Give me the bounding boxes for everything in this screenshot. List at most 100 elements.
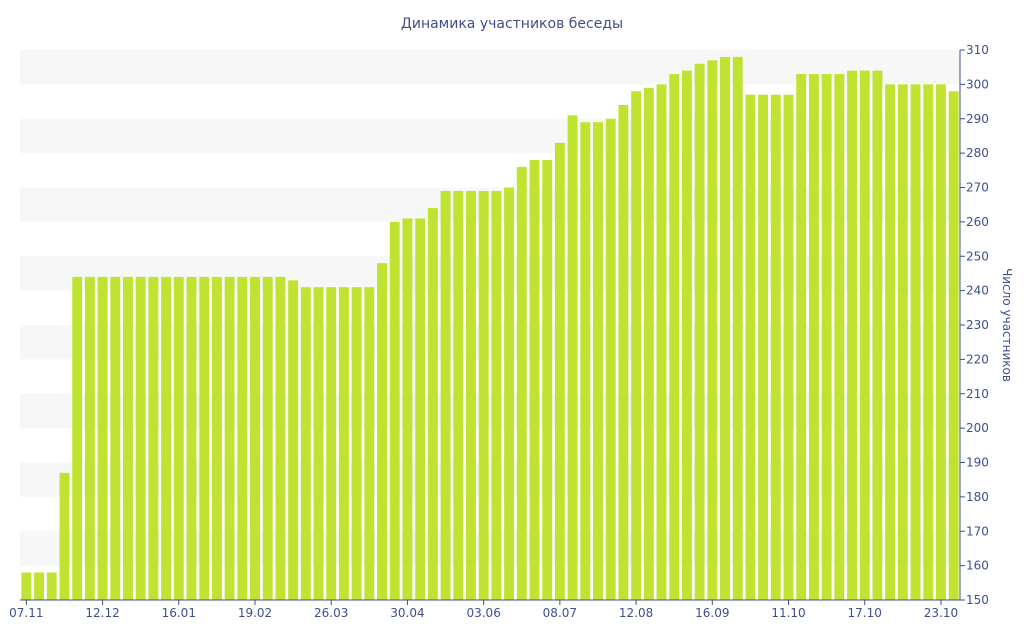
grid-band xyxy=(20,462,960,497)
bar xyxy=(211,276,222,601)
x-tick-label: 26.03 xyxy=(314,606,348,620)
bar xyxy=(199,276,210,601)
y-tick-label: 180 xyxy=(966,490,989,504)
bar xyxy=(250,276,260,601)
bar xyxy=(288,280,299,600)
bar xyxy=(186,276,197,601)
y-tick-label: 300 xyxy=(966,77,989,91)
x-tick-label: 16.09 xyxy=(695,606,729,620)
bar xyxy=(796,74,807,600)
y-tick-label: 280 xyxy=(966,146,989,160)
bar xyxy=(148,276,159,601)
bar xyxy=(313,287,324,600)
x-tick-label: 16.01 xyxy=(162,606,196,620)
bar xyxy=(377,263,387,601)
grid-band xyxy=(20,50,960,85)
bar xyxy=(834,74,845,600)
bar xyxy=(923,84,934,601)
x-tick-label: 08.07 xyxy=(543,606,577,620)
bar xyxy=(885,84,896,601)
bar xyxy=(427,208,438,601)
y-tick-label: 260 xyxy=(966,215,989,229)
bar xyxy=(783,94,794,600)
bar xyxy=(46,572,57,600)
bar xyxy=(72,276,83,601)
x-tick-label: 12.12 xyxy=(85,606,119,620)
bar xyxy=(631,91,642,600)
bar xyxy=(580,122,591,600)
y-tick-label: 310 xyxy=(966,43,989,57)
x-tick-label: 07.11 xyxy=(9,606,43,620)
bar xyxy=(224,276,235,601)
bar xyxy=(364,287,375,600)
chart-title: Динамика участников беседы xyxy=(401,16,623,32)
bar xyxy=(707,60,718,601)
x-ticks: 07.11 12.12 16.01 19.02 26.03 30.04 03.06 08.07… xyxy=(9,600,958,620)
bar xyxy=(681,70,692,601)
bar xyxy=(516,166,527,601)
bar xyxy=(338,287,349,600)
bar xyxy=(415,218,426,600)
bar xyxy=(618,105,629,600)
bar xyxy=(656,84,667,601)
bar xyxy=(351,287,362,600)
bar xyxy=(389,221,400,601)
y-tick-label: 250 xyxy=(966,249,989,263)
y-tick-label: 160 xyxy=(966,559,989,573)
bar xyxy=(478,190,489,600)
bar xyxy=(872,70,883,601)
bar xyxy=(593,122,603,600)
bar xyxy=(897,84,908,601)
bar xyxy=(847,70,857,601)
bar xyxy=(237,276,248,601)
y-axis-title: Число участников xyxy=(1000,268,1014,382)
y-tick-label: 220 xyxy=(966,352,989,366)
x-tick-label: 11.10 xyxy=(771,606,805,620)
x-tick-label: 19.02 xyxy=(238,606,272,620)
y-tick-label: 290 xyxy=(966,112,989,126)
bar xyxy=(567,115,578,600)
y-tick-label: 190 xyxy=(966,456,989,470)
y-tick-label: 200 xyxy=(966,421,989,435)
grid-band xyxy=(20,187,960,222)
bar xyxy=(123,276,133,601)
y-tick-label: 240 xyxy=(966,284,989,298)
y-tick-label: 270 xyxy=(966,181,989,195)
bar xyxy=(910,84,921,601)
bar xyxy=(300,287,311,600)
bar xyxy=(110,276,121,601)
bar xyxy=(465,190,476,600)
bar xyxy=(262,276,273,601)
bar xyxy=(694,63,705,600)
grid-band xyxy=(20,118,960,154)
bar xyxy=(161,276,172,601)
bar xyxy=(732,56,743,601)
bar xyxy=(770,94,781,600)
bar xyxy=(935,84,946,601)
bar xyxy=(491,190,502,600)
y-tick-label: 210 xyxy=(966,387,989,401)
bar xyxy=(173,276,184,601)
bar xyxy=(948,91,959,600)
y-tick-label: 170 xyxy=(966,524,989,538)
bar xyxy=(504,187,515,600)
bar xyxy=(605,118,616,600)
bar xyxy=(402,218,413,600)
bar xyxy=(97,276,108,601)
grid-band xyxy=(20,325,960,360)
bar xyxy=(84,276,95,601)
bar xyxy=(758,94,769,600)
bar xyxy=(135,276,146,601)
bar xyxy=(440,190,451,600)
x-tick-label: 17.10 xyxy=(848,606,882,620)
bars xyxy=(21,56,959,601)
grid-bands xyxy=(20,50,960,566)
y-ticks: 150 160 170 180 190 200 210 220 230 240 250 260 270 2… xyxy=(960,43,989,607)
bar xyxy=(643,87,654,600)
bar xyxy=(34,572,45,600)
bar xyxy=(326,287,337,600)
bar xyxy=(745,94,756,600)
bar xyxy=(808,74,819,600)
